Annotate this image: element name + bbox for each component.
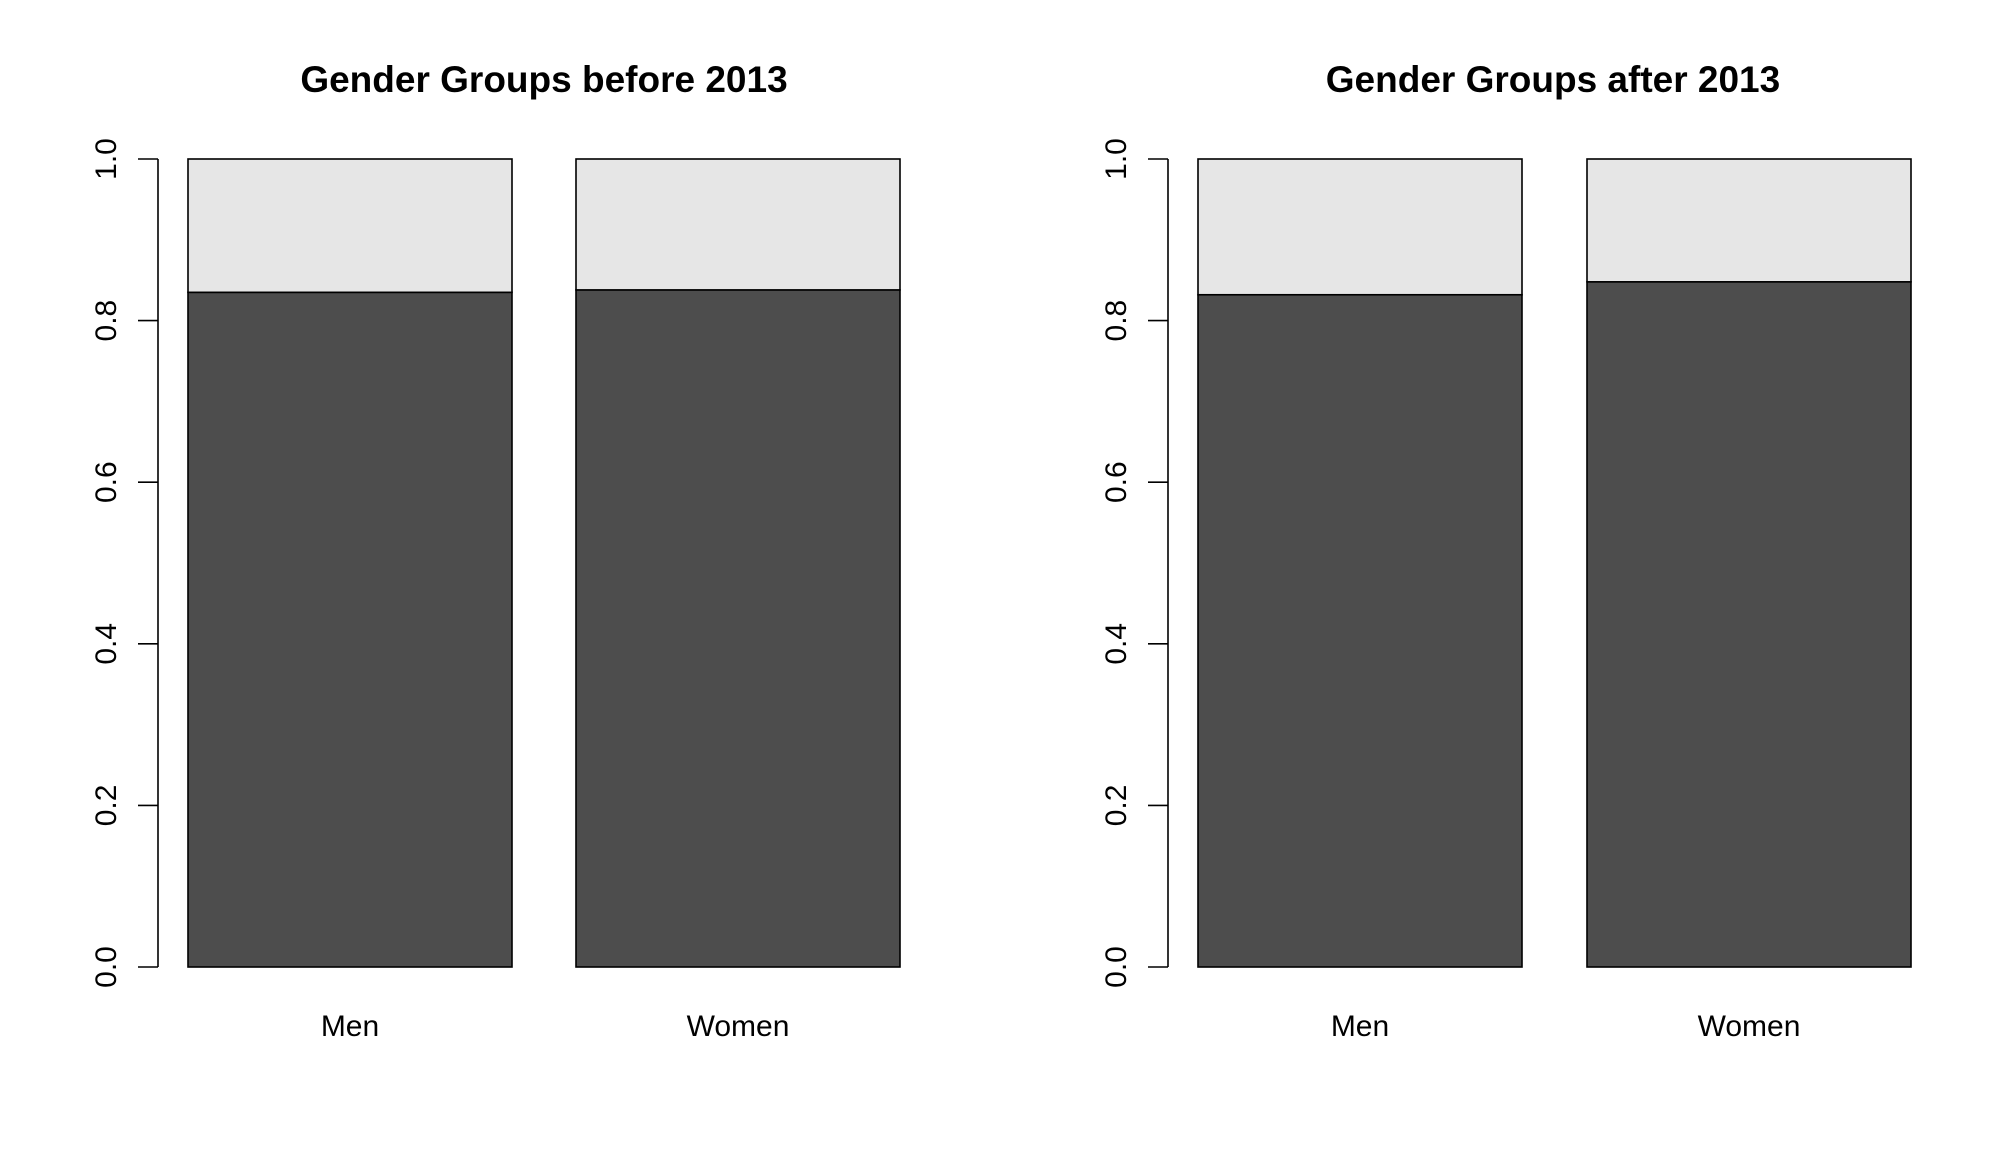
- y-tick-label: 0.4: [1100, 623, 1133, 665]
- bar-women-segment-1: [575, 289, 901, 968]
- x-category-label: Women: [687, 1010, 790, 1043]
- bar-women-segment-2: [575, 158, 901, 291]
- bar-men-segment-2: [187, 158, 513, 294]
- y-tick-label: 1.0: [90, 138, 123, 180]
- y-tick-label: 0.8: [90, 300, 123, 342]
- y-tick-label: 0.2: [90, 785, 123, 827]
- bars: [187, 158, 901, 968]
- x-axis-labels: Men Women: [321, 1010, 790, 1043]
- chart-panel-after: Gender Groups after 2013 0.0 0.2 0.4 0.6 0.8…: [1100, 59, 1912, 1043]
- x-axis-labels: Men Women: [1331, 1010, 1801, 1043]
- y-axis: 0.0 0.2 0.4 0.6 0.8 1.0: [1100, 138, 1169, 988]
- x-category-label: Women: [1698, 1010, 1801, 1043]
- y-tick-label: 0.2: [1100, 785, 1133, 827]
- bar-men-segment-1: [187, 291, 513, 968]
- x-category-label: Men: [321, 1010, 379, 1043]
- y-tick-label: 0.6: [90, 461, 123, 503]
- bar-men-segment-2: [1197, 158, 1523, 296]
- x-category-label: Men: [1331, 1010, 1389, 1043]
- bars: [1197, 158, 1912, 968]
- y-tick-label: 1.0: [1100, 138, 1133, 180]
- bar-women-segment-1: [1586, 281, 1912, 968]
- y-tick-label: 0.4: [90, 623, 123, 665]
- y-axis: 0.0 0.2 0.4 0.6 0.8 1.0: [90, 138, 159, 988]
- chart-panel-before: Gender Groups before 2013 0.00.20.40.60.…: [90, 59, 901, 1043]
- y-tick-label: 0.0: [1100, 946, 1133, 988]
- chart-title: Gender Groups after 2013: [1326, 59, 1780, 100]
- y-tick-label: 0.8: [1100, 300, 1133, 342]
- bar-men-segment-1: [1197, 293, 1523, 968]
- y-tick-label: 0.6: [1100, 461, 1133, 503]
- y-tick-label: 0.0: [90, 946, 123, 988]
- bar-women-segment-2: [1586, 158, 1912, 283]
- chart-title: Gender Groups before 2013: [300, 59, 787, 100]
